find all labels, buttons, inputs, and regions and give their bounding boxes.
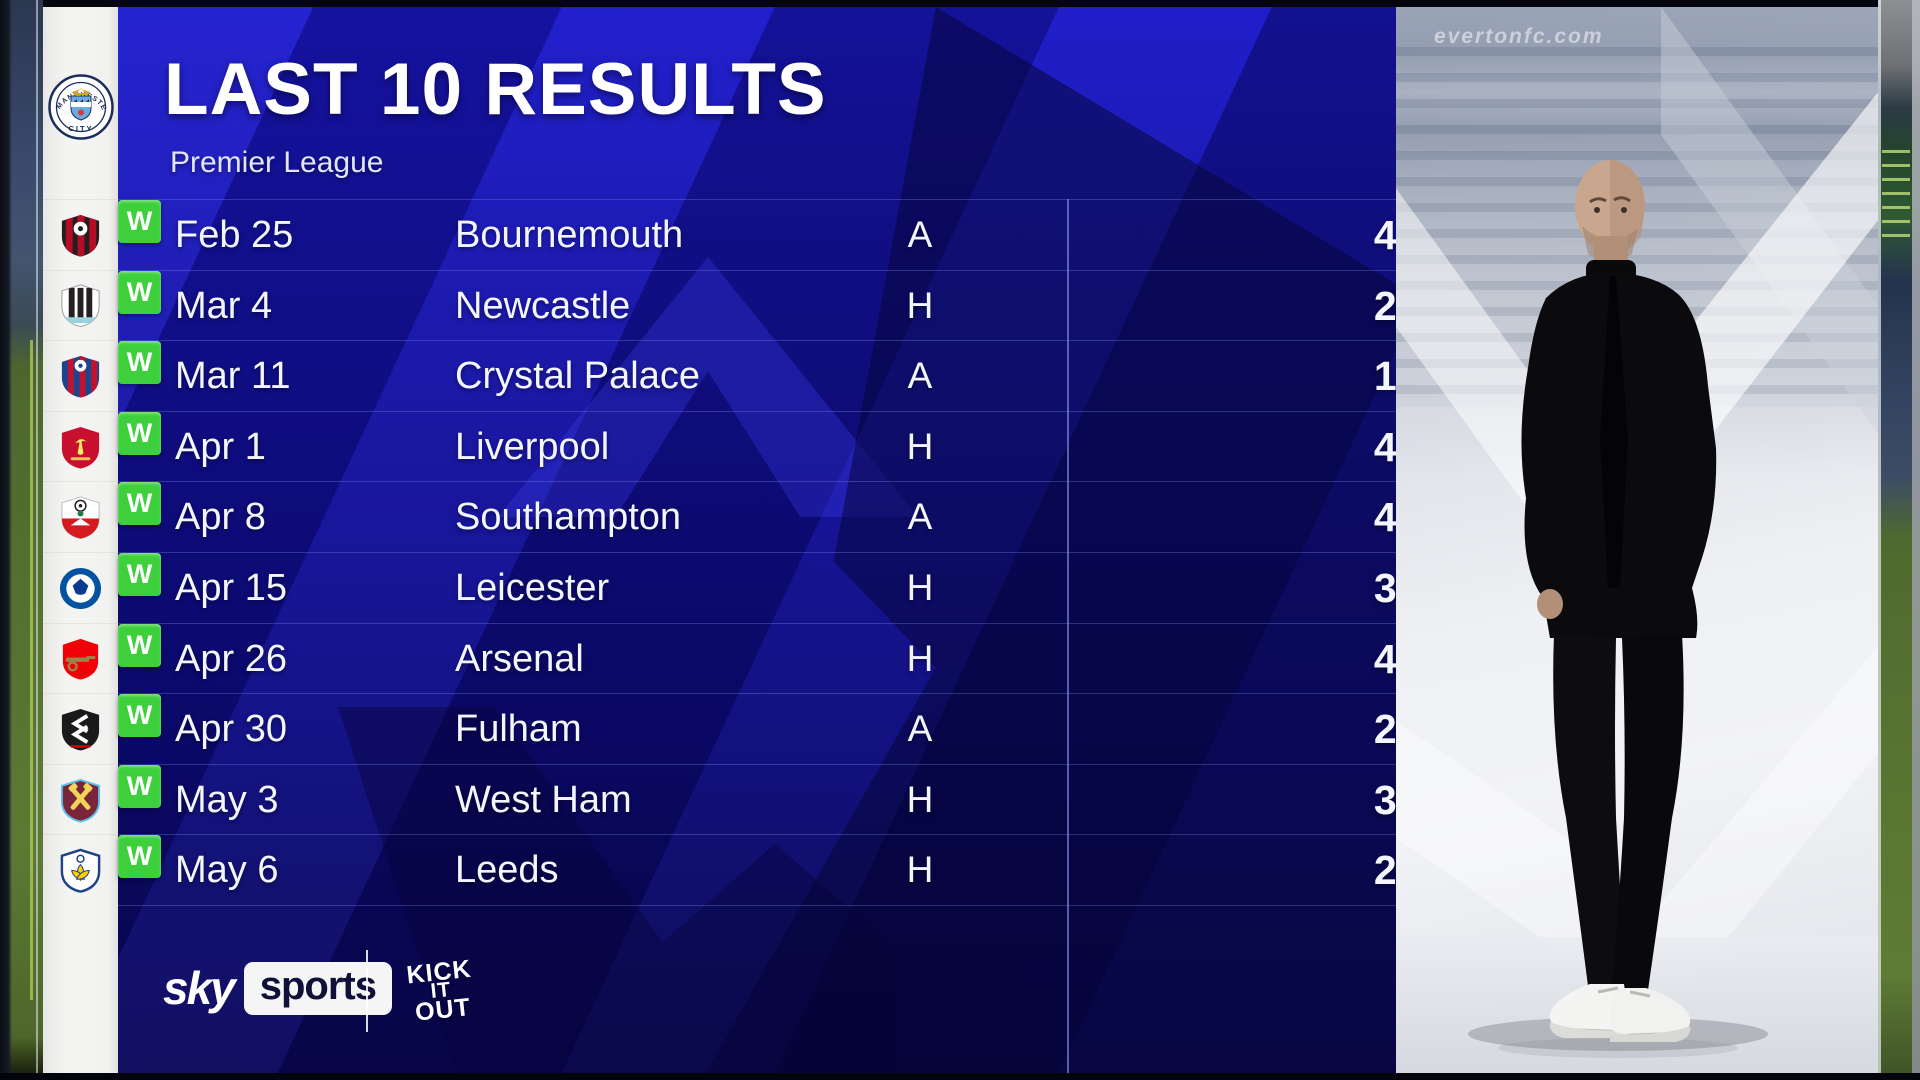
win-badge: W (118, 764, 161, 808)
pep-guardiola-figure (1468, 160, 1768, 1058)
win-badge: W (118, 341, 161, 385)
row-divider (118, 905, 1396, 906)
stadium-sliver-left (0, 0, 43, 1080)
home-away-flag: H (906, 567, 934, 608)
crest-icon-arsenal (43, 622, 118, 695)
sports-logo-text: sports (259, 963, 377, 1008)
crest-icon-newcastle (43, 269, 118, 342)
frame-shadow (0, 0, 12, 1080)
competition-subtitle: Premier League (170, 146, 384, 179)
frame-edge (1912, 0, 1920, 1080)
sports-logo-box: sports (243, 961, 392, 1015)
opponent-name: Crystal Palace (455, 355, 700, 398)
home-away-flag: A (907, 214, 933, 255)
result-row: Mar 4 Newcastle H W 2-0 (118, 269, 1435, 342)
home-away-flag: H (906, 849, 934, 891)
scoreboard-glimpse (1882, 150, 1910, 240)
win-badge: W (118, 270, 161, 314)
result-row: May 6 Leeds H W 2-1 (118, 834, 1435, 906)
crest-icon-southampton (43, 481, 118, 553)
crest-icon-bournemouth (43, 199, 118, 271)
match-date: Apr 26 (175, 637, 287, 680)
win-badge: W (118, 553, 161, 596)
page-title: LAST 10 RESULTS (164, 49, 827, 130)
frame-line (1878, 0, 1881, 1080)
match-date: Mar 11 (175, 355, 291, 398)
crest-icon-leeds (43, 834, 118, 906)
win-badge: W (118, 623, 161, 667)
result-row: May 3 West Ham H W 3-0 (118, 763, 1435, 836)
team-crest-rail: MANCHESTER CITY (43, 7, 118, 1073)
win-badge: W (118, 200, 161, 243)
column-divider-line (1067, 199, 1069, 1073)
home-away-flag: A (907, 496, 933, 538)
match-date: May 6 (175, 849, 279, 892)
match-date: Apr 8 (175, 496, 266, 539)
home-away-flag: H (906, 637, 934, 679)
opponent-name: Bournemouth (455, 214, 684, 256)
crest-icon-crystal-palace (43, 340, 118, 412)
sky-sports-logo: sky sports (163, 961, 392, 1015)
stadium-sliver-right (1878, 0, 1920, 1080)
man-city-crest-icon: MANCHESTER CITY (43, 60, 118, 154)
crest-icon-liverpool (43, 410, 118, 483)
frame-bar-bottom (0, 1073, 1920, 1080)
home-away-flag: H (906, 425, 934, 467)
match-date: Apr 15 (175, 567, 287, 609)
match-date: Mar 4 (175, 284, 273, 327)
logo-divider (366, 950, 368, 1032)
win-badge: W (118, 694, 161, 738)
frame-bar-top (43, 0, 1878, 7)
crest-icon-west-ham (43, 763, 118, 836)
opponent-name: West Ham (455, 778, 632, 821)
opponent-name: Newcastle (455, 284, 631, 327)
pitch-line (30, 340, 33, 1000)
result-row: Apr 8 Southampton A W 4-1 (118, 481, 1435, 553)
sky-logo-text: sky (163, 962, 236, 1014)
crest-icon-fulham (43, 693, 118, 765)
result-row: Apr 30 Fulham A W 2-1 (118, 693, 1435, 765)
opponent-name: Leeds (455, 849, 559, 892)
results-panel (118, 7, 1396, 1073)
match-date: Feb 25 (175, 214, 294, 256)
home-away-flag: A (907, 708, 933, 750)
match-date: Apr 1 (175, 425, 266, 468)
home-away-flag: A (907, 355, 933, 397)
opponent-name: Leicester (455, 567, 610, 609)
opponent-name: Fulham (455, 708, 582, 751)
win-badge: W (118, 411, 161, 455)
svg-text:CITY: CITY (68, 124, 93, 133)
opponent-name: Liverpool (455, 425, 610, 468)
result-row: Apr 26 Arsenal H W 4-1 (118, 622, 1435, 695)
home-away-flag: H (906, 778, 934, 820)
frame-line (36, 0, 38, 1080)
match-date: Apr 30 (175, 708, 287, 751)
opponent-name: Southampton (455, 496, 682, 539)
result-row: Apr 15 Leicester H W 3-1 (118, 552, 1435, 624)
results-table: Feb 25 Bournemouth A W 4-1 Mar 4 Newcast… (118, 199, 1435, 906)
stadium-ad-text: evertonfc.com (1434, 25, 1604, 48)
match-date: May 3 (175, 778, 279, 821)
win-badge: W (118, 482, 161, 526)
crest-icon-leicester (43, 552, 118, 624)
opponent-name: Arsenal (455, 637, 584, 680)
result-row: Apr 1 Liverpool H W 4-1 (118, 410, 1435, 483)
win-badge: W (118, 835, 161, 879)
kick-it-out-text: OUT (413, 992, 473, 1027)
result-row: Feb 25 Bournemouth A W 4-1 (118, 199, 1435, 271)
home-away-flag: H (906, 284, 934, 326)
result-row: Mar 11 Crystal Palace A W 1-0 (118, 340, 1435, 412)
